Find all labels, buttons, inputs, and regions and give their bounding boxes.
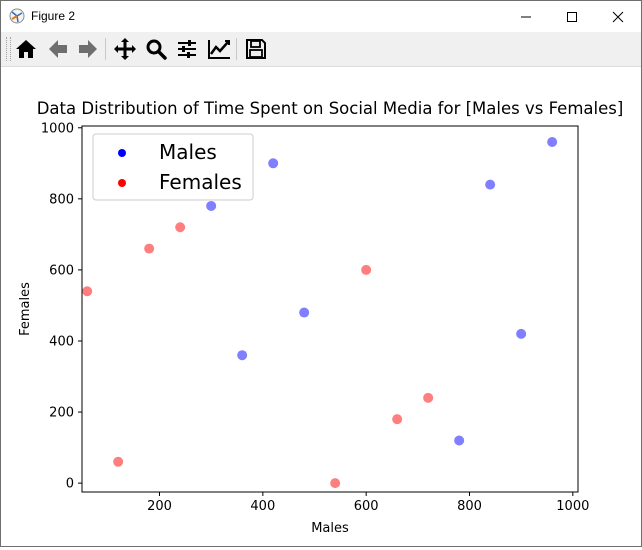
legend-label-females: Females <box>159 170 242 194</box>
maximize-button[interactable] <box>549 1 595 32</box>
data-point-females <box>144 243 155 254</box>
data-point-males <box>516 328 527 339</box>
home-button[interactable] <box>12 35 40 63</box>
edit-axis-icon <box>208 40 230 59</box>
x-tick-label: 200 <box>147 499 172 514</box>
x-tick-label: 1000 <box>556 499 589 514</box>
x-tick-label: 400 <box>250 499 275 514</box>
data-point-males <box>485 179 496 190</box>
zoom-icon <box>146 39 167 60</box>
data-point-females <box>330 478 341 489</box>
minimize-icon <box>521 16 531 17</box>
legend-marker-females <box>118 179 126 187</box>
legend-box <box>92 133 254 201</box>
data-point-males <box>237 350 248 361</box>
pan-button[interactable] <box>111 35 139 63</box>
plot-frame <box>81 125 579 493</box>
save-button[interactable] <box>242 35 270 63</box>
data-points <box>82 136 558 489</box>
data-point-females <box>361 264 372 275</box>
data-point-females <box>175 222 186 233</box>
data-point-males <box>206 200 217 211</box>
close-icon <box>612 11 624 22</box>
toolbar-separator <box>236 38 237 60</box>
y-tick-label: 800 <box>49 192 74 207</box>
y-tick-label: 200 <box>49 406 74 421</box>
chart-title: Data Distribution of Time Spent on Socia… <box>37 99 624 118</box>
close-button[interactable] <box>595 1 641 32</box>
axis-ticks: 200 400 600 800 1000 0 200 400 600 800 1000 <box>41 121 589 514</box>
configure-subplots-button[interactable] <box>173 35 201 63</box>
edit-axis-button[interactable] <box>205 35 233 63</box>
figure-canvas[interactable]: Data Distribution of Time Spent on Socia… <box>1 67 641 546</box>
save-icon <box>246 39 266 59</box>
toolbar-separator <box>105 38 106 60</box>
y-tick-label: 600 <box>49 263 74 278</box>
y-tick-label: 1000 <box>41 121 74 136</box>
pan-icon <box>114 38 136 60</box>
y-tick-label: 0 <box>66 477 74 492</box>
minimize-button[interactable] <box>503 1 549 32</box>
forward-button[interactable] <box>74 35 102 63</box>
data-point-females <box>423 392 434 403</box>
forward-arrow-icon <box>79 40 97 58</box>
back-arrow-icon <box>49 40 67 58</box>
data-point-males <box>299 307 310 318</box>
y-axis-label: Females <box>18 282 33 336</box>
window-title: Figure 2 <box>31 9 76 23</box>
x-tick-label: 800 <box>457 499 482 514</box>
configure-subplots-icon <box>178 40 196 58</box>
app-icon <box>9 8 25 24</box>
data-point-males <box>454 435 465 446</box>
navigation-toolbar <box>1 32 641 67</box>
scatter-chart[interactable]: Data Distribution of Time Spent on Socia… <box>1 67 641 546</box>
maximize-icon <box>567 11 577 22</box>
home-icon <box>16 40 36 58</box>
data-point-males <box>547 136 558 147</box>
legend-label-males: Males <box>159 140 217 164</box>
data-point-females <box>82 286 93 297</box>
data-point-males <box>268 158 279 169</box>
toolbar-grip <box>6 37 11 61</box>
legend[interactable]: Males Females <box>92 133 254 201</box>
title-bar[interactable]: Figure 2 <box>1 1 641 32</box>
data-point-females <box>392 414 403 425</box>
y-tick-label: 400 <box>49 334 74 349</box>
x-axis-label: Males <box>311 521 349 536</box>
x-tick-label: 600 <box>354 499 379 514</box>
data-point-females <box>113 456 124 467</box>
zoom-button[interactable] <box>142 35 170 63</box>
back-button[interactable] <box>44 35 72 63</box>
legend-marker-males <box>118 149 126 157</box>
